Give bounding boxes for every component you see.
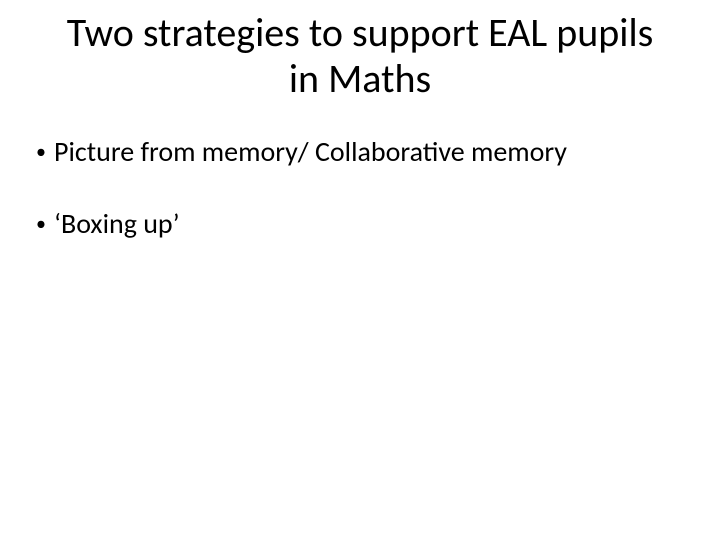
list-item: • ‘Boxing up’ <box>36 207 684 241</box>
bullet-icon: • <box>36 207 54 241</box>
bullet-icon: • <box>36 135 54 169</box>
list-item: • Picture from memory/ Collaborative mem… <box>36 135 684 169</box>
bullet-text: Picture from memory/ Collaborative memor… <box>54 135 684 169</box>
slide: Two strategies to support EAL pupils in … <box>0 0 720 540</box>
slide-title: Two strategies to support EAL pupils in … <box>0 10 720 102</box>
bullet-text: ‘Boxing up’ <box>54 207 684 241</box>
slide-body: • Picture from memory/ Collaborative mem… <box>36 135 684 279</box>
